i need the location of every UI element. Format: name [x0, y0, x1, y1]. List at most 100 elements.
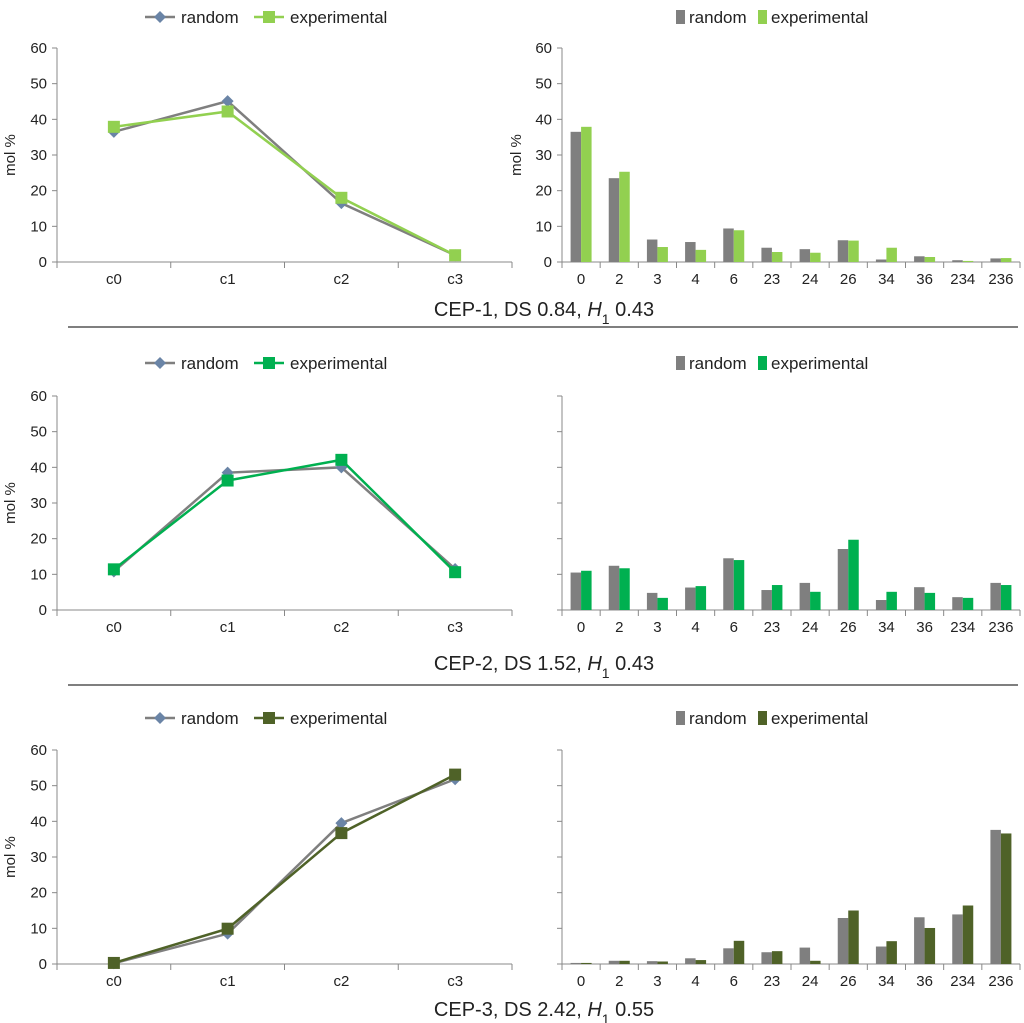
y-tick-label: 30: [30, 147, 47, 164]
legend-label-random: random: [689, 354, 747, 373]
y-tick-label: 50: [30, 778, 47, 795]
y-tick-label: 50: [30, 76, 47, 93]
x-tick-label: 26: [840, 619, 857, 636]
bar-experimental: [695, 586, 707, 610]
caption-sub: 1: [602, 665, 610, 681]
bar-random: [685, 242, 696, 262]
data-point-experimental: [449, 566, 462, 579]
caption-sub: 1: [602, 1011, 610, 1023]
legend: random experimental: [145, 8, 387, 27]
x-tick-label: 236: [988, 973, 1013, 990]
y-tick-label: 40: [30, 459, 47, 476]
x-tick-label: 4: [691, 619, 699, 636]
line-chart: 0 10 20 30 40 50 60 mol % c0 c1 c2 c3 random experime…: [2, 709, 513, 990]
bar-random: [952, 914, 963, 964]
x-tick-label: 23: [764, 619, 781, 636]
legend-label-experimental: experimental: [771, 709, 868, 728]
bar-experimental: [924, 592, 936, 610]
bar-random: [646, 592, 658, 610]
y-tick-label: 30: [30, 495, 47, 512]
legend: random experimental: [676, 354, 868, 373]
data-point-experimental: [449, 249, 462, 262]
bar-experimental: [962, 905, 974, 964]
x-tick-label: c2: [333, 619, 349, 636]
x-tick-label: 24: [802, 619, 819, 636]
bar-random: [761, 590, 772, 610]
x-tick-label: 24: [802, 973, 819, 990]
y-axis-label: mol %: [508, 134, 525, 176]
x-tick-label: c3: [447, 271, 463, 288]
row-caption: CEP-2, DS 1.52, H1 0.43: [434, 653, 654, 681]
legend-marker-random: [154, 712, 166, 724]
bar-random: [837, 917, 849, 964]
y-axis-label: mol %: [2, 134, 19, 176]
bar-experimental: [848, 910, 859, 964]
bar-experimental: [657, 247, 668, 262]
series-line-experimental: [113, 773, 456, 965]
y-tick-label: 0: [39, 254, 47, 271]
legend-swatch-random: [676, 356, 685, 370]
data-point-experimental: [107, 563, 120, 576]
bar-experimental: [733, 230, 745, 262]
x-tick-label: 2: [615, 271, 623, 288]
bar-experimental: [886, 591, 897, 610]
legend: random experimental: [145, 354, 387, 373]
caption-suffix: 0.55: [610, 999, 654, 1021]
y-axis-label: mol %: [2, 482, 19, 524]
y-tick-label: 60: [30, 388, 47, 405]
bar-experimental: [962, 597, 974, 610]
bar-random: [914, 587, 925, 610]
legend: random experimental: [676, 8, 868, 27]
y-tick-label: 0: [544, 254, 552, 271]
legend-marker-random: [154, 357, 166, 369]
legend-label-experimental: experimental: [290, 354, 387, 373]
bar-random: [723, 948, 734, 964]
x-tick-label: c2: [333, 973, 349, 990]
y-tick-label: 20: [30, 183, 47, 200]
legend-label-experimental: experimental: [290, 709, 387, 728]
bar-experimental: [733, 940, 745, 964]
x-tick-label: 6: [730, 973, 738, 990]
x-tick-label: 4: [691, 973, 699, 990]
bar-random: [685, 587, 696, 610]
legend-marker-experimental: [263, 712, 275, 724]
bar-experimental: [619, 960, 630, 964]
legend-swatch-experimental: [758, 356, 767, 370]
y-tick-label: 30: [30, 849, 47, 866]
bar-experimental: [1000, 258, 1012, 262]
y-tick-label: 0: [39, 956, 47, 973]
caption-h: H: [587, 299, 602, 321]
caption-h: H: [587, 999, 602, 1021]
bar-random: [799, 249, 811, 262]
bar-random: [990, 582, 1001, 610]
legend-swatch-experimental: [758, 711, 767, 725]
bar-experimental: [619, 568, 630, 610]
y-tick-label: 60: [30, 40, 47, 57]
x-tick-label: 3: [653, 271, 661, 288]
legend-swatch-experimental: [758, 10, 767, 24]
data-point-random: [335, 817, 348, 830]
caption-suffix: 0.43: [610, 653, 654, 675]
x-tick-label: c1: [220, 271, 236, 288]
data-point-experimental: [335, 191, 348, 204]
legend: random experimental: [145, 709, 387, 728]
legend: random experimental: [676, 709, 868, 728]
bar-random: [914, 917, 925, 964]
legend-swatch-random: [676, 711, 685, 725]
data-point-experimental: [221, 105, 234, 118]
bar-experimental: [695, 960, 707, 964]
x-tick-label: 2: [615, 973, 623, 990]
x-tick-label: 26: [840, 271, 857, 288]
x-tick-label: 36: [916, 973, 933, 990]
bar-experimental: [657, 597, 668, 610]
x-tick-label: c2: [333, 271, 349, 288]
bar-random: [570, 572, 582, 610]
x-tick-label: 24: [802, 271, 819, 288]
bar-experimental: [810, 591, 821, 610]
line-chart: 0 10 20 30 40 50 60 mol % c0 c1 c2 c3 random experime…: [2, 8, 513, 288]
x-tick-label: 3: [653, 619, 661, 636]
x-tick-label: c0: [106, 973, 122, 990]
y-tick-label: 30: [535, 147, 552, 164]
x-tick-label: c0: [106, 619, 122, 636]
